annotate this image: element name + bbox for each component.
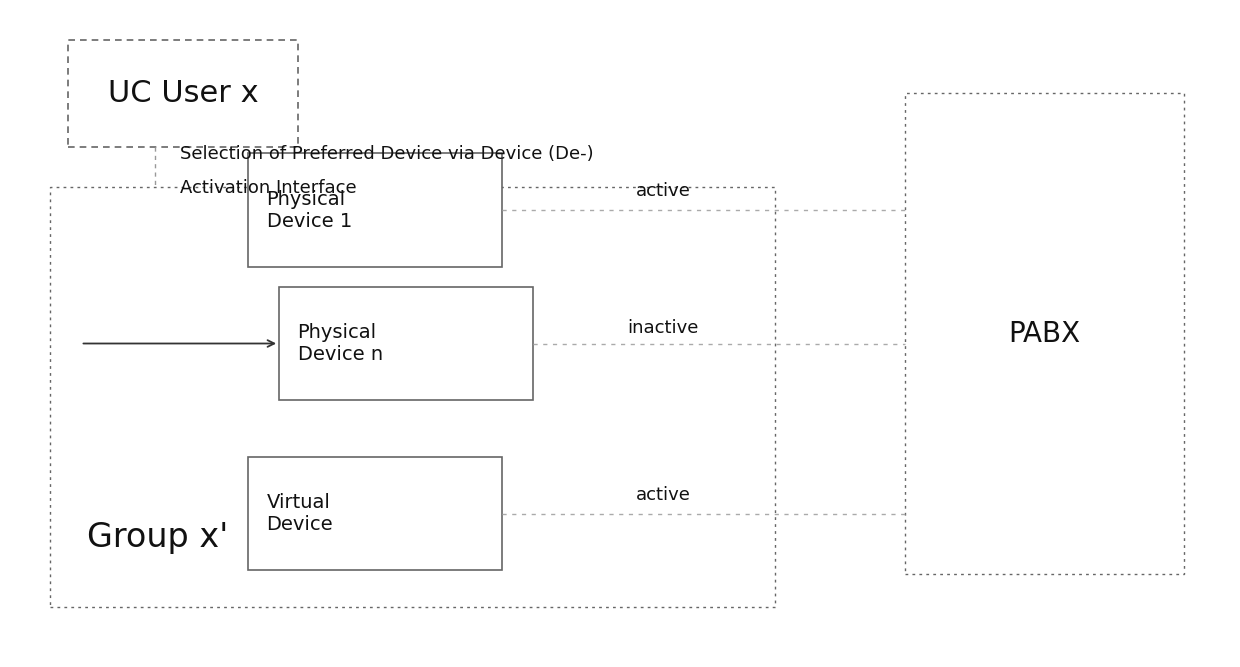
Text: PABX: PABX: [1008, 319, 1081, 348]
Bar: [50, 187, 775, 607]
Bar: [248, 153, 502, 267]
Text: UC User x: UC User x: [108, 79, 258, 108]
Text: active: active: [636, 486, 691, 504]
Text: Physical
Device n: Physical Device n: [298, 323, 383, 364]
Bar: [68, 40, 298, 147]
Text: Group x': Group x': [87, 521, 228, 554]
Text: Activation Interface: Activation Interface: [180, 179, 356, 197]
Bar: [248, 457, 502, 570]
Text: active: active: [636, 182, 691, 200]
Text: inactive: inactive: [627, 319, 699, 337]
Text: Selection of Preferred Device via Device (De-): Selection of Preferred Device via Device…: [180, 145, 594, 163]
Bar: [279, 287, 533, 400]
Text: Virtual
Device: Virtual Device: [267, 493, 334, 534]
Bar: [905, 93, 1184, 574]
Text: Physical
Device 1: Physical Device 1: [267, 189, 352, 231]
